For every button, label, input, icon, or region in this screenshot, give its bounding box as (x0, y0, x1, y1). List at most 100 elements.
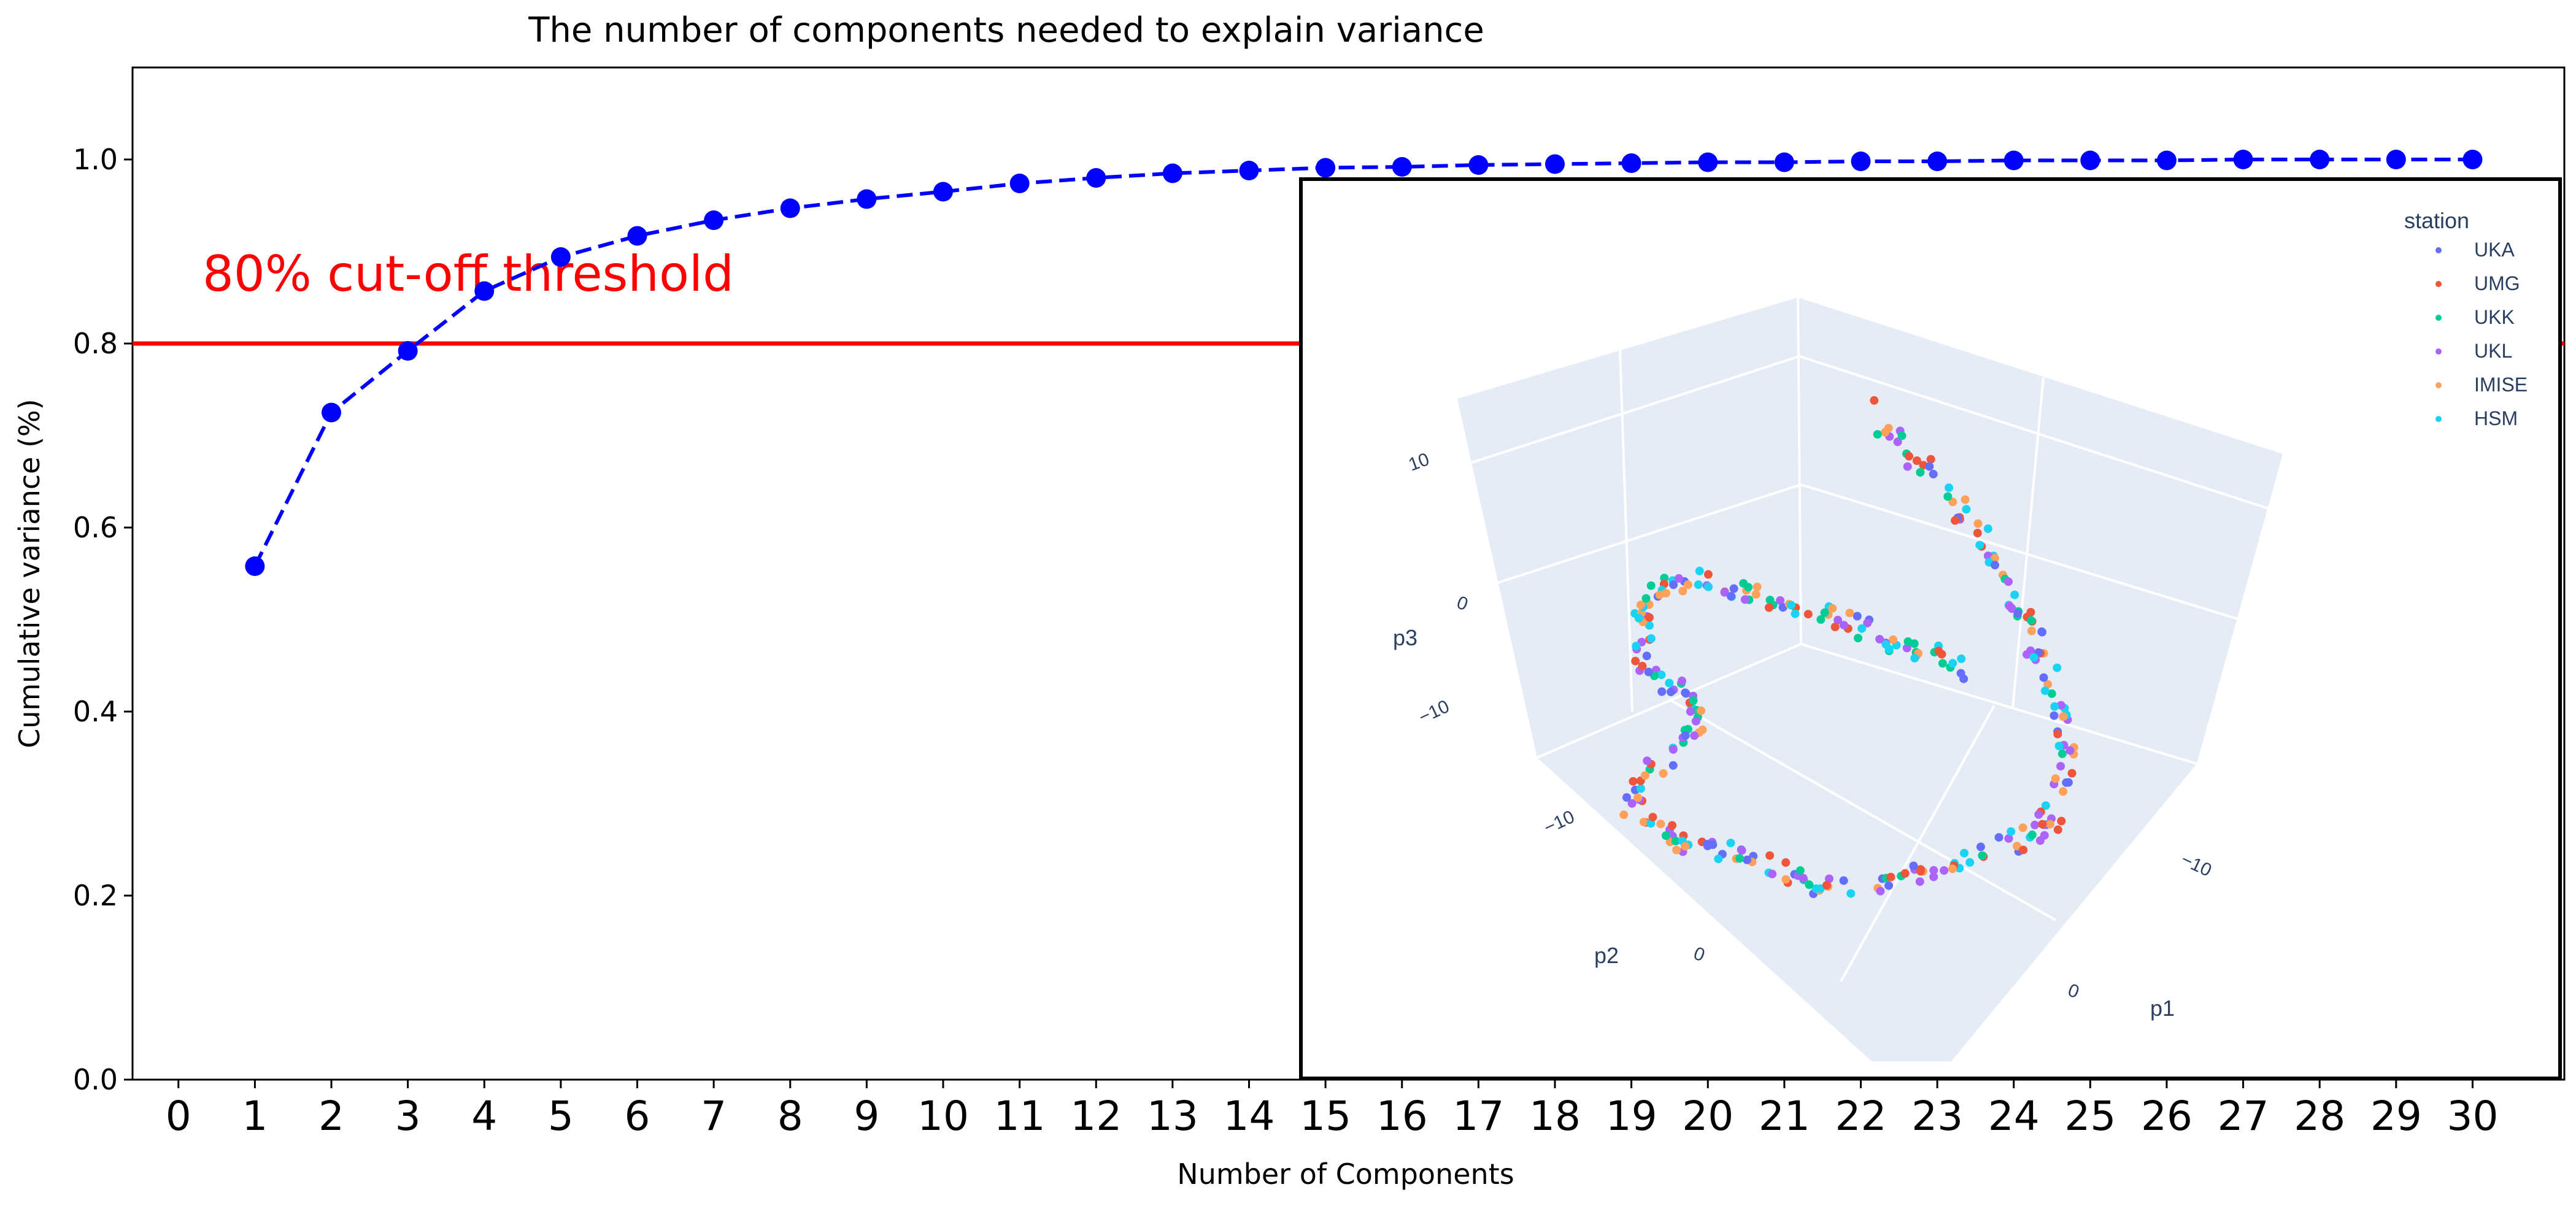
scatter-point (1881, 640, 1891, 649)
scatter-point (1643, 756, 1652, 766)
y-axis-ticks: 0.0 0.2 0.4 0.6 0.8 1.0 (73, 143, 133, 1096)
scatter-point (1854, 634, 1862, 643)
scatter-point (1691, 716, 1700, 726)
series-point (2386, 150, 2406, 169)
scatter-point (1857, 624, 1867, 633)
scatter-point (1657, 670, 1666, 679)
scatter-point (1787, 601, 1795, 610)
scatter-point (2056, 762, 2065, 771)
threshold-label: 80% cut-off threshold (202, 245, 734, 302)
scatter-point (1916, 865, 1925, 874)
x-tick-label: 29 (2370, 1093, 2422, 1140)
scatter-point (1657, 687, 1667, 696)
scatter-point (1703, 570, 1713, 579)
scatter-point (1768, 869, 1777, 878)
scatter-point (1938, 659, 1947, 668)
scatter-point (1881, 428, 1890, 437)
scatter-point (2037, 627, 2046, 636)
scatter-point (1631, 656, 1640, 666)
y-tick-label: 0.4 (73, 695, 118, 728)
scatter-point (1889, 635, 1898, 644)
scatter-point (1661, 831, 1670, 840)
scatter-point (1703, 840, 1712, 849)
scatter-point (1720, 588, 1729, 597)
scatter-point (1668, 821, 1677, 830)
x-tick-label: 15 (1300, 1093, 1351, 1140)
scatter-point (2051, 774, 2060, 783)
scatter-point (1925, 462, 1934, 471)
scatter-point (1929, 866, 1938, 875)
scatter-point (1726, 839, 1735, 848)
scatter-point (1910, 653, 1919, 663)
scatter-point (1753, 582, 1762, 591)
scatter-point (1678, 586, 1687, 596)
axis-label-p1: p1 (2150, 996, 2175, 1021)
scatter-point (2059, 712, 2068, 721)
scatter-point (2059, 787, 2068, 796)
legend-marker (2435, 348, 2442, 355)
series-point (1162, 163, 1182, 183)
scatter-point (1956, 669, 1965, 678)
scatter-point (1973, 529, 1982, 537)
x-tick-label: 18 (1529, 1093, 1581, 1140)
scatter-point (1973, 519, 1983, 528)
scatter-point (1803, 610, 1813, 619)
scatter-point (1672, 845, 1681, 855)
x-axis-label: Number of Components (1177, 1158, 1514, 1191)
scatter-point (1744, 583, 1753, 592)
scatter-point (1727, 592, 1735, 601)
scatter-point (1943, 492, 1953, 501)
x-tick-label: 17 (1452, 1093, 1504, 1140)
x-tick-label: 6 (625, 1093, 650, 1140)
series-markers (245, 150, 2483, 576)
scatter-point (1845, 609, 1854, 618)
series-point (2080, 150, 2100, 171)
scatter-point (1962, 505, 1971, 514)
y-tick-label: 0.2 (73, 879, 118, 912)
scatter-point (1805, 880, 1814, 889)
scatter-point (1781, 858, 1791, 867)
scatter-point (1695, 566, 1704, 575)
scatter-point (1978, 851, 1987, 860)
scatter-point (1951, 516, 1960, 525)
scatter-point (1668, 745, 1678, 754)
scatter-point (2053, 729, 2062, 739)
scatter-point (1822, 881, 1831, 890)
scatter-point (1948, 659, 1957, 668)
scatter-point (1965, 858, 1975, 867)
legend-label: IMISE (2474, 374, 2528, 396)
scatter-point (1681, 731, 1690, 740)
x-tick-label: 12 (1070, 1093, 1122, 1140)
scatter-point (2007, 827, 2016, 836)
x-tick-label: 20 (1682, 1093, 1733, 1140)
series-point (1316, 158, 1336, 178)
scatter-point (2050, 711, 2059, 720)
series-point (474, 281, 495, 301)
scatter-point (1645, 621, 1654, 630)
series-point (1774, 152, 1794, 172)
scatter-point (1681, 688, 1690, 697)
legend-marker (2435, 281, 2442, 287)
x-tick-label: 2 (318, 1093, 344, 1140)
x-tick-label: 19 (1606, 1093, 1657, 1140)
x-tick-label: 24 (1988, 1093, 2040, 1140)
scatter-point (1639, 818, 1648, 826)
scatter-point (1795, 866, 1805, 875)
scatter-point (1633, 793, 1643, 802)
series-point (780, 198, 800, 218)
x-tick-label: 5 (548, 1093, 574, 1140)
axis-label-p3: p3 (1393, 625, 1417, 650)
scatter-point (1655, 590, 1664, 599)
scatter-point (1698, 725, 1707, 734)
legend-entries: UKA UMG UKK UKL IMISE HSM (2435, 239, 2528, 429)
scatter-point (2067, 769, 2077, 778)
scatter-point (1669, 580, 1678, 590)
scatter-point (1912, 456, 1921, 465)
scatter-point (1694, 580, 1703, 590)
scatter-point (2030, 820, 2040, 829)
scatter-point (1876, 886, 1885, 896)
scatter-point (1915, 877, 1924, 886)
scatter-point (1632, 642, 1641, 651)
scatter-point (2054, 742, 2064, 751)
